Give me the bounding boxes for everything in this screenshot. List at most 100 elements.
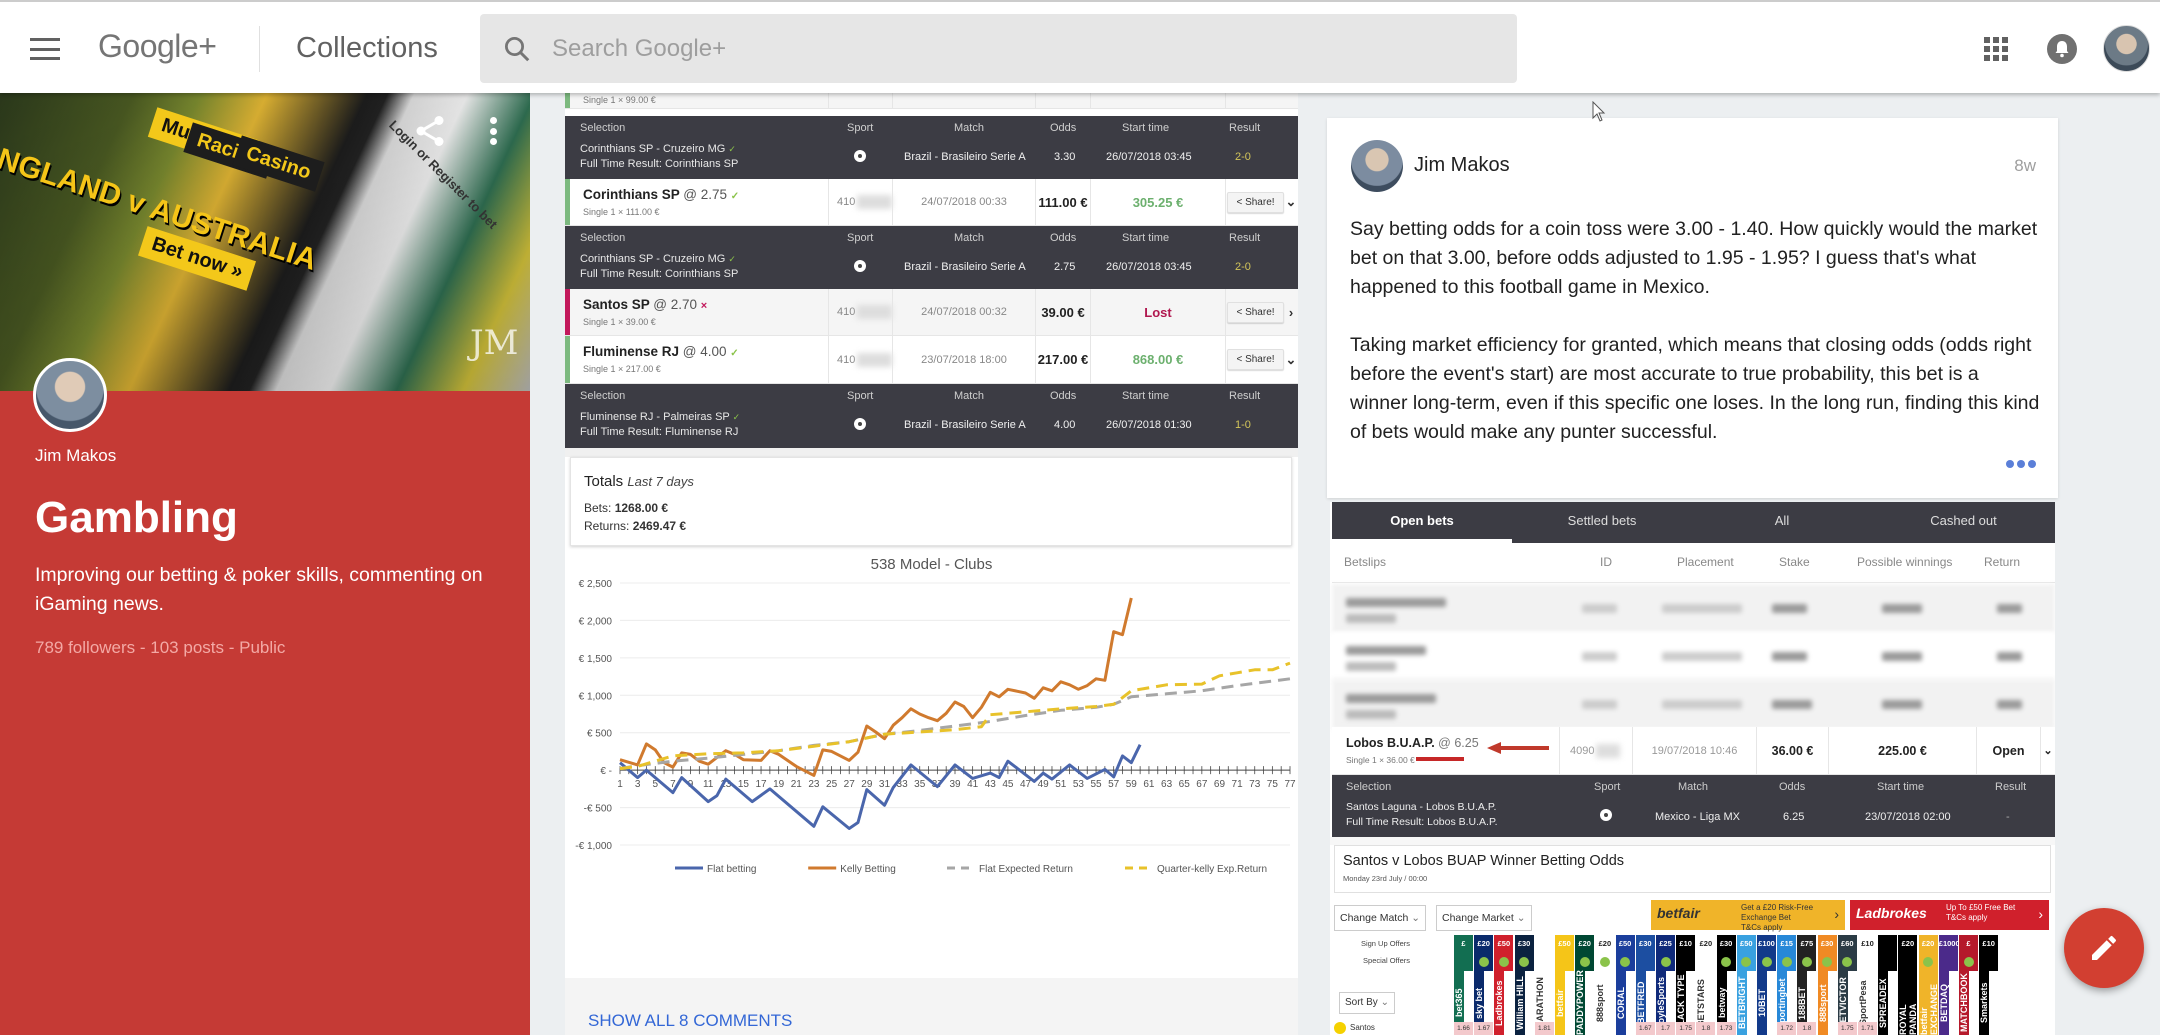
bet-detail-panel: Selection Sport Match Odds Start time Re… xyxy=(1332,775,2055,837)
bet-row-corinthians[interactable]: Corinthians SP @ 2.75 ✓ Single 1 × 111.0… xyxy=(565,179,1298,226)
post-body: Say betting odds for a coin toss were 3.… xyxy=(1350,218,2040,443)
bookmaker-betdaq[interactable]: £1000 BETDAQ xyxy=(1938,935,1958,1035)
owner-name[interactable]: Jim Makos xyxy=(35,446,117,465)
odds-cell[interactable]: 1.8 xyxy=(1696,1022,1716,1035)
bookmaker-888sport[interactable]: £30 888sport xyxy=(1817,935,1837,1035)
svg-text:Quarter-kelly Exp.Return: Quarter-kelly Exp.Return xyxy=(1157,864,1267,875)
search-input[interactable] xyxy=(552,14,1452,83)
odds-cell[interactable]: 1.67 xyxy=(1635,1022,1655,1035)
svg-text:€ 2,500: € 2,500 xyxy=(579,579,613,590)
bookmaker-10bet[interactable]: £100 10BET xyxy=(1757,935,1776,1035)
svg-text:11: 11 xyxy=(703,779,714,790)
tab-all[interactable]: All xyxy=(1774,513,1790,528)
special-offer-check-icon xyxy=(1721,957,1732,967)
bookmaker-sportpesa[interactable]: £10 SportPesa xyxy=(1858,935,1877,1035)
bookmaker-matchbook[interactable]: £ MATCHBOOK xyxy=(1959,935,1978,1035)
bookmaker-betvictor[interactable]: £60 BETVICTOR xyxy=(1837,935,1857,1035)
change-match-dropdown[interactable]: Change Match ⌄ xyxy=(1334,905,1426,931)
post-author[interactable]: Jim Makos xyxy=(1414,154,1510,176)
change-market-dropdown[interactable]: Change Market ⌄ xyxy=(1436,905,1532,931)
blurred-bet-row xyxy=(1332,584,2055,632)
share-bet-button[interactable]: < Share! xyxy=(1227,191,1284,213)
odds-cell[interactable]: 1.8 xyxy=(1797,1022,1817,1035)
watermark-logo: JM xyxy=(470,323,519,363)
odds-cell[interactable]: 1.66 xyxy=(1454,1022,1473,1035)
odds-cell[interactable]: 1.75 xyxy=(1837,1022,1857,1035)
bookmaker-sky-bet[interactable]: £20 sky bet xyxy=(1474,935,1494,1035)
notifications-bell-icon[interactable] xyxy=(2047,34,2077,64)
tab-settled-bets[interactable]: Settled bets xyxy=(1567,513,1637,528)
share-bet-button[interactable]: < Share! xyxy=(1227,301,1284,323)
svg-text:63: 63 xyxy=(1161,779,1173,790)
bet-row-santos[interactable]: Santos SP @ 2.70 × Single 1 × 39.00 € 41… xyxy=(565,289,1298,336)
create-post-fab[interactable] xyxy=(2064,908,2144,988)
post-more-options-icon[interactable] xyxy=(2006,460,2036,468)
special-offer-check-icon xyxy=(1498,957,1509,967)
svg-text:29: 29 xyxy=(861,779,873,790)
bookmaker-betfair[interactable]: £50 betfair xyxy=(1555,935,1574,1035)
chevron-right-icon[interactable]: › xyxy=(1288,304,1294,320)
svg-text:1: 1 xyxy=(617,779,623,790)
bookmaker-william-hill[interactable]: £30 William HILL xyxy=(1514,935,1534,1035)
bookmaker-188bet[interactable]: £75 188BET xyxy=(1797,935,1817,1035)
bookmaker-coral[interactable]: £50 CORAL xyxy=(1615,935,1635,1035)
odds-cell[interactable]: 1.75 xyxy=(1676,1022,1696,1035)
post-card: Jim Makos 8w Say betting odds for a coin… xyxy=(1327,118,2058,498)
bookmaker-royal-panda[interactable]: £20 ROYAL PANDA xyxy=(1898,935,1918,1035)
special-offer-check-icon xyxy=(1478,957,1489,967)
pencil-icon xyxy=(2092,935,2117,960)
bet-row-fluminense[interactable]: Fluminense RJ @ 4.00 ✓ Single 1 × 217.00… xyxy=(565,336,1298,384)
tab-cashed-out[interactable]: Cashed out xyxy=(1930,513,1997,528)
bookmaker-betway[interactable]: £30 betway xyxy=(1716,935,1736,1035)
apps-grid-icon[interactable] xyxy=(1984,37,2008,61)
odds-cell[interactable]: 1.72 xyxy=(1777,1022,1797,1035)
bookmaker-betbright[interactable]: £50 BETBRIGHT xyxy=(1736,935,1756,1035)
google-plus-logo[interactable]: Google+ xyxy=(98,28,217,64)
more-vert-icon[interactable] xyxy=(490,117,498,145)
ladbrokes-promo-banner[interactable]: Ladbrokes Up To £50 Free Bet T&Cs apply › xyxy=(1850,900,2049,930)
chart-title: 538 Model - Clubs xyxy=(870,556,993,573)
share-bet-button[interactable]: < Share! xyxy=(1227,349,1284,370)
tab-open-bets[interactable]: Open bets xyxy=(1332,502,1512,543)
bookmaker-betfred[interactable]: £30 BETFRED xyxy=(1635,935,1655,1035)
svg-text:-€ 1,000: -€ 1,000 xyxy=(575,841,612,852)
svg-text:45: 45 xyxy=(1002,779,1014,790)
expand-chevron-icon[interactable]: ⌄ xyxy=(1285,351,1297,367)
bet-row-lobos[interactable]: Lobos B.U.A.P. @ 6.25 Single 1 × 36.00 €… xyxy=(1332,727,2055,775)
svg-text:3: 3 xyxy=(635,779,641,790)
sort-by-dropdown[interactable]: Sort By ⌄ xyxy=(1339,992,1395,1014)
svg-text:€ 500: € 500 xyxy=(587,729,612,740)
bookmaker-bet365[interactable]: £ bet365 xyxy=(1454,935,1473,1035)
bookmaker-sportingbet[interactable]: £15 sportingbet xyxy=(1777,935,1797,1035)
bookmaker-smarkets[interactable]: £10 Smarkets xyxy=(1979,935,1999,1035)
bookmaker-ladbrokes[interactable]: £50 Ladbrokes xyxy=(1494,935,1514,1035)
bookmaker-paddypower[interactable]: £20 PADDYPOWER xyxy=(1575,935,1595,1035)
betfair-promo-banner[interactable]: betfair Get a £20 Risk-Free Exchange Bet… xyxy=(1651,900,1845,932)
bookmaker-betstars[interactable]: £20 BETSTARS xyxy=(1696,935,1716,1035)
bookmaker-spreadex[interactable]: SPREADEX xyxy=(1878,935,1898,1035)
bookmaker-marathon[interactable]: MARATHON xyxy=(1534,935,1554,1035)
bookmaker-888sport[interactable]: £20 888sport xyxy=(1595,935,1615,1035)
post-timestamp[interactable]: 8w xyxy=(2014,156,2036,175)
owner-avatar[interactable] xyxy=(33,358,107,432)
odds-cell[interactable]: 1.67 xyxy=(1474,1022,1494,1035)
author-avatar[interactable] xyxy=(1351,140,1403,192)
odds-cell[interactable]: 1.7 xyxy=(1656,1022,1675,1035)
account-avatar[interactable] xyxy=(2103,25,2150,72)
special-offer-check-icon xyxy=(1660,957,1671,967)
share-icon[interactable] xyxy=(412,113,448,149)
collection-title: Gambling xyxy=(35,493,238,542)
search-box[interactable] xyxy=(480,14,1517,83)
odds-cell[interactable]: 1.71 xyxy=(1858,1022,1877,1035)
bookmaker-boylesports[interactable]: £25 BoyleSports xyxy=(1656,935,1675,1035)
bookmaker-betfair-exchange[interactable]: £20 betfair EXCHANGE xyxy=(1918,935,1938,1035)
svg-text:23: 23 xyxy=(808,779,820,790)
show-all-comments-link[interactable]: SHOW ALL 8 COMMENTS xyxy=(588,1011,793,1030)
expand-chevron-icon[interactable]: ⌄ xyxy=(1285,194,1297,209)
menu-icon[interactable] xyxy=(30,38,60,60)
bookmaker-black-type[interactable]: £10 BLACK TYPE xyxy=(1676,935,1696,1035)
expand-chevron-icon[interactable]: ⌄ xyxy=(2040,727,2055,774)
odds-cell[interactable]: 1.81 xyxy=(1534,1022,1554,1035)
svg-text:19: 19 xyxy=(773,779,785,790)
odds-cell[interactable]: 1.73 xyxy=(1716,1022,1736,1035)
